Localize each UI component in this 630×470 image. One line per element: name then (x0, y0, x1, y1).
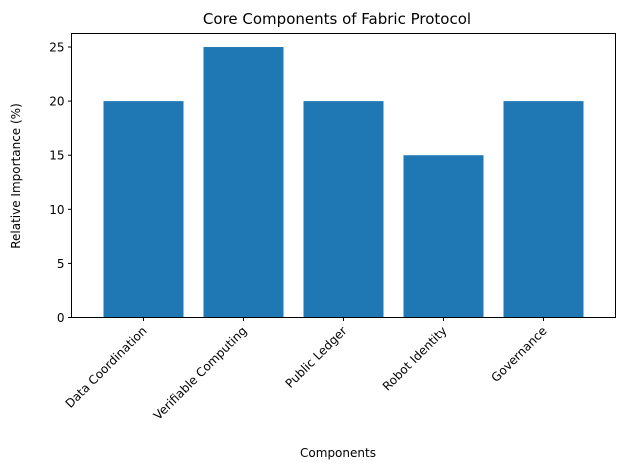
bar-public-ledger (303, 101, 384, 318)
x-tick-label: Robot Identity (380, 324, 450, 394)
x-tick-label: Data Coordination (63, 324, 150, 411)
bars-group (103, 47, 584, 318)
x-tick-label: Verifiable Computing (151, 324, 250, 423)
bar-governance (503, 101, 584, 318)
plot-frame (71, 33, 616, 318)
bar-verifiable-computing (203, 47, 284, 318)
y-tick-label: 15 (49, 149, 64, 163)
x-tick-label: Governance (489, 324, 550, 385)
y-axis: 0 5 10 15 20 25 (49, 41, 72, 325)
chart-title: Core Components of Fabric Protocol (203, 10, 471, 28)
bar-data-coordination (103, 101, 184, 318)
y-axis-label: Relative Importance (%) (9, 103, 23, 249)
y-tick-label: 0 (57, 311, 65, 325)
x-tick-label: Public Ledger (283, 324, 350, 391)
y-tick-label: 20 (49, 95, 64, 109)
bar-robot-identity (403, 155, 484, 318)
y-tick-label: 10 (49, 203, 64, 217)
x-axis-label: Components (300, 446, 376, 460)
x-axis: Data Coordination Verifiable Computing Pub… (63, 317, 550, 423)
y-tick-label: 5 (57, 257, 65, 271)
y-tick-label: 25 (49, 41, 64, 55)
